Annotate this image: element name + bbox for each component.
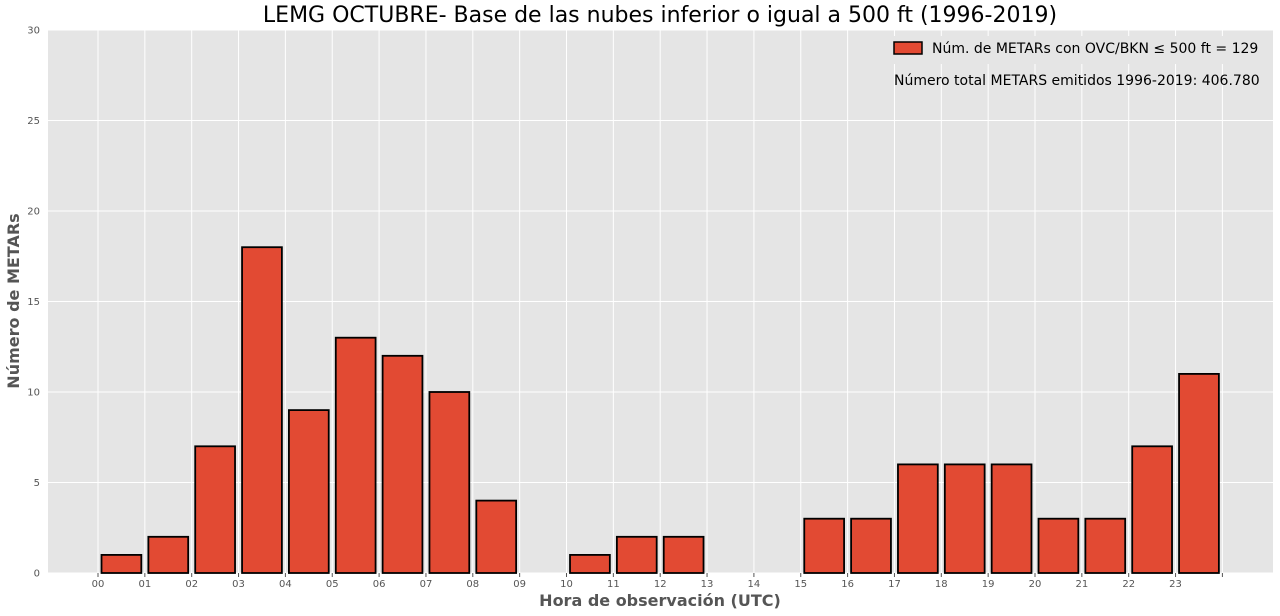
bar-23 [1178,372,1220,574]
bar-15 [803,517,845,574]
bar-19 [990,463,1033,574]
bar-02 [194,445,236,574]
legend-swatch [893,41,923,55]
x-tick-label: 13 [701,579,714,590]
bar-18 [943,463,986,574]
y-tick-label: 10 [27,388,40,399]
x-tick-label: 11 [607,579,620,590]
x-tick-label: 03 [232,579,245,590]
x-tick-labels: 00 01 02 03 04 05 06 07 08 09 10 11 12 13 14 15 16 17 18 19… [92,573,1223,590]
x-tick-label: 14 [748,579,761,590]
x-tick-label: 21 [1075,579,1088,590]
y-tick-label: 5 [34,478,40,489]
x-tick-label: 17 [888,579,901,590]
y-tick-labels: 0 5 10 15 20 25 30 [27,26,40,580]
y-tick-label: 0 [34,569,40,580]
y-tick-label: 20 [27,207,40,218]
x-tick-label: 12 [654,579,667,590]
legend-label: Núm. de METARs con OVC/BKN ≤ 500 ft = 12… [932,41,1258,57]
bar-11 [615,535,658,574]
x-tick-label: 15 [794,579,807,590]
bar-00 [100,554,143,574]
bar-17 [897,463,939,574]
bar-04 [288,409,330,574]
x-tick-label: 01 [138,579,151,590]
bar-22 [1131,445,1173,574]
y-tick-label: 25 [27,116,40,127]
y-tick-label: 30 [27,26,40,37]
x-tick-label: 06 [373,579,386,590]
x-tick-label: 05 [326,579,339,590]
chart-title: LEMG OCTUBRE- Base de las nubes inferior… [263,3,1057,28]
bar-20 [1037,517,1080,574]
y-axis-label: Número de METARs [4,213,23,388]
legend: Núm. de METARs con OVC/BKN ≤ 500 ft = 12… [886,36,1270,64]
bar-03 [241,246,283,574]
x-tick-label: 04 [279,579,292,590]
x-tick-label: 16 [841,579,854,590]
y-tick-label: 15 [27,297,40,308]
x-tick-label: 08 [466,579,479,590]
x-tick-label: 07 [420,579,433,590]
x-tick-label: 02 [185,579,198,590]
bar-12 [662,535,705,574]
x-tick-label: 22 [1122,579,1135,590]
x-tick-label: 00 [92,579,105,590]
total-metars-annotation: Número total METARS emitidos 1996-2019: … [894,73,1260,89]
x-axis-label: Hora de observación (UTC) [539,591,781,610]
x-tick-label: 10 [560,579,573,590]
bar-10 [569,554,611,574]
bar-01 [147,535,190,574]
bar-08 [475,499,518,574]
legend-box [886,36,1270,64]
bar-21 [1084,517,1127,574]
x-tick-label: 23 [1169,579,1182,590]
x-tick-label: 09 [513,579,526,590]
bar-16 [850,517,892,574]
bars [100,246,1220,574]
x-tick-label: 18 [935,579,948,590]
x-tick-label: 19 [982,579,995,590]
bar-05 [334,336,377,574]
bar-06 [381,354,424,574]
bar-07 [428,391,471,574]
x-tick-label: 20 [1029,579,1042,590]
